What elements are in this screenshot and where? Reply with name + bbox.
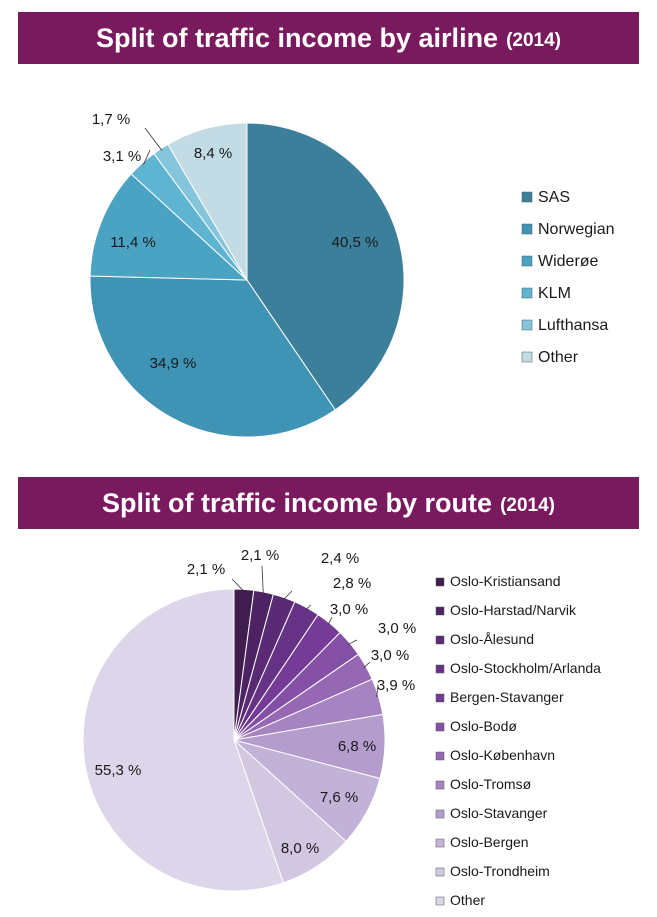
legend-entry-2: Widerøe xyxy=(538,253,599,270)
slice-leader-line-7 xyxy=(376,684,379,698)
slice-data-label-11: 55,3 % xyxy=(95,762,142,779)
legend-swatch-2 xyxy=(521,255,533,267)
slice-leader-line-1 xyxy=(261,565,264,594)
pie-slice-5 xyxy=(167,122,248,282)
slice-leader-line-3 xyxy=(305,604,312,610)
legend-swatch-11 xyxy=(435,896,445,906)
slice-data-label-1: 2,1 % xyxy=(241,547,279,564)
legend-swatch-7 xyxy=(435,780,445,790)
legend-swatch-3 xyxy=(521,287,533,299)
slice-data-label-0: 2,1 % xyxy=(187,561,225,578)
slice-leader-line-4 xyxy=(144,127,163,151)
legend-swatch-0 xyxy=(521,191,533,203)
slice-leader-line-6 xyxy=(363,661,371,668)
slice-leader-line-3 xyxy=(143,149,151,165)
legend-entry-9: Oslo-Bergen xyxy=(450,834,529,850)
legend-entry-6: Oslo-København xyxy=(450,747,555,763)
legend-entry-10: Oslo-Trondheim xyxy=(450,863,550,879)
legend-entry-7: Oslo-Tromsø xyxy=(450,776,532,792)
legend-entry-1: Norwegian xyxy=(538,221,614,238)
legend-swatch-10 xyxy=(435,867,445,877)
legend-entry-11: Other xyxy=(450,892,485,908)
legend-entry-8: Oslo-Stavanger xyxy=(450,805,548,821)
legend-swatch-8 xyxy=(435,809,445,819)
route-chart-year: (2014) xyxy=(500,495,555,516)
legend-entry-3: Oslo-Stockholm/Arlanda xyxy=(450,660,601,676)
legend-entry-0: SAS xyxy=(538,189,570,206)
legend-entry-3: KLM xyxy=(538,285,571,302)
pie-slice-0 xyxy=(246,122,405,411)
legend-entry-4: Bergen-Stavanger xyxy=(450,689,564,705)
slice-data-label-6: 3,0 % xyxy=(371,647,409,664)
pie-slice-11 xyxy=(82,588,284,892)
airline-pie-chart: 40,5 % 34,9 % 11,4 % 3,1 % 1,7 % 8,4 % SAS Norw… xyxy=(89,111,614,438)
slice-data-label-10: 8,0 % xyxy=(281,840,319,857)
legend-swatch-6 xyxy=(435,751,445,761)
route-chart-title-banner: Split of traffic income by route (2014) xyxy=(18,477,639,529)
pie-slice-2 xyxy=(89,173,249,281)
legend-entry-5: Other xyxy=(538,349,579,366)
legend-entry-2: Oslo-Ålesund xyxy=(450,631,534,647)
airline-chart-title-banner: Split of traffic income by airline (2014… xyxy=(18,12,639,64)
legend-entry-0: Oslo-Kristiansand xyxy=(450,573,561,589)
slice-leader-line-4 xyxy=(327,616,333,625)
legend-swatch-4 xyxy=(435,693,445,703)
slice-data-label-7: 3,9 % xyxy=(377,677,415,694)
legend-swatch-1 xyxy=(521,223,533,235)
slice-data-label-1: 34,9 % xyxy=(150,355,197,372)
legend-swatch-5 xyxy=(435,722,445,732)
legend-entry-4: Lufthansa xyxy=(538,317,608,334)
slice-data-label-3: 2,8 % xyxy=(333,575,371,592)
slice-leader-line-5 xyxy=(348,639,358,645)
airline-chart-title: Split of traffic income by airline xyxy=(96,22,499,53)
slice-data-label-0: 40,5 % xyxy=(332,234,379,251)
legend-swatch-5 xyxy=(521,351,533,363)
slice-data-label-9: 7,6 % xyxy=(320,789,358,806)
slice-data-label-4: 3,0 % xyxy=(330,601,368,618)
slice-leader-line-2 xyxy=(283,590,293,600)
legend-swatch-1 xyxy=(435,606,445,616)
slice-data-label-5: 3,0 % xyxy=(378,620,416,637)
legend-swatch-9 xyxy=(435,838,445,848)
slice-data-label-2: 11,4 % xyxy=(110,234,156,251)
legend-swatch-3 xyxy=(435,664,445,674)
legend-swatch-0 xyxy=(435,577,445,587)
legend-entry-1: Oslo-Harstad/Narvik xyxy=(450,602,577,618)
slice-data-label-2: 2,4 % xyxy=(321,550,359,567)
airline-chart-year: (2014) xyxy=(506,30,561,51)
slice-leader-line-0 xyxy=(231,578,245,592)
slice-data-label-5: 8,4 % xyxy=(194,145,232,162)
slice-data-label-3: 3,1 % xyxy=(103,148,141,165)
legend-swatch-2 xyxy=(435,635,445,645)
slice-data-label-4: 1,7 % xyxy=(92,111,130,128)
slice-data-label-8: 6,8 % xyxy=(338,738,376,755)
route-chart-title: Split of traffic income by route xyxy=(102,487,493,518)
legend-swatch-4 xyxy=(521,319,533,331)
pie-slice-1 xyxy=(89,275,336,438)
legend-entry-5: Oslo-Bodø xyxy=(450,718,517,734)
